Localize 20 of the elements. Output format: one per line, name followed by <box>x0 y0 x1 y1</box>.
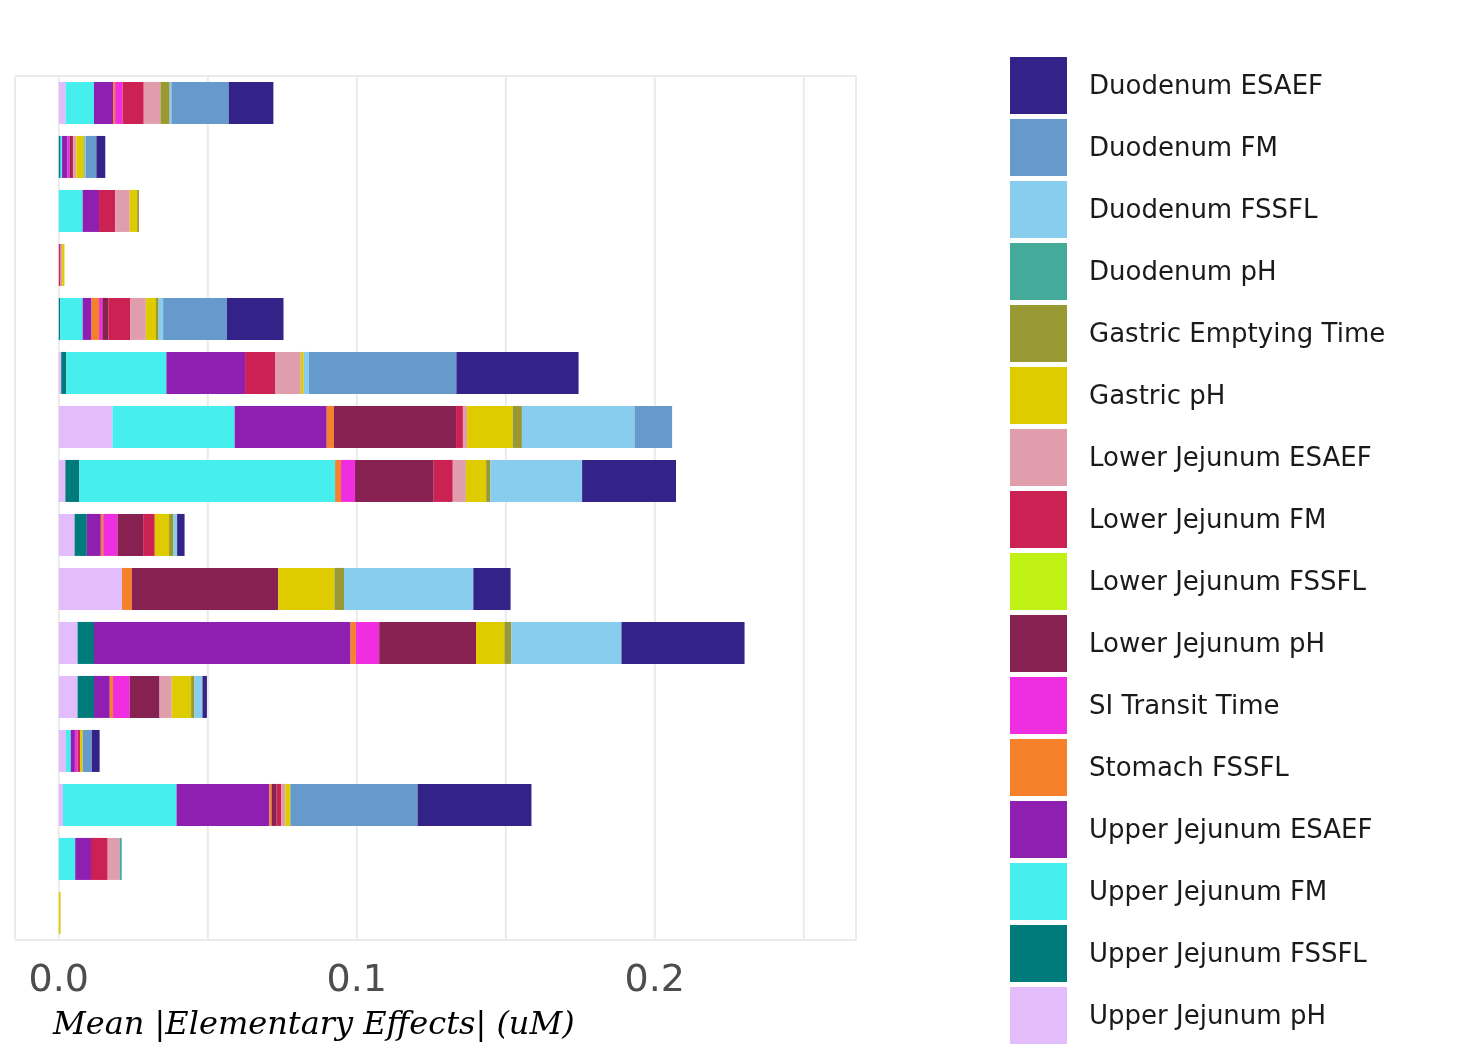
legend-label: Upper Jejunum FSSFL <box>1089 938 1367 968</box>
legend-label: Upper Jejunum pH <box>1089 1000 1326 1030</box>
x-tick-label: 0.1 <box>326 955 388 1000</box>
legend-label: Gastric pH <box>1089 380 1226 410</box>
legend-label: Upper Jejunum FM <box>1089 876 1328 906</box>
legend-label: Duodenum FSSFL <box>1089 194 1318 224</box>
x-axis-title: Mean |Elementary Effects| (uM) <box>52 1004 575 1042</box>
legend-label: Upper Jejunum ESAEF <box>1089 814 1373 844</box>
legend-label: Lower Jejunum ESAEF <box>1089 442 1372 472</box>
legend-label: Stomach FSSFL <box>1089 752 1289 782</box>
legend-label: Duodenum pH <box>1089 256 1277 286</box>
legend-label: SI Transit Time <box>1089 690 1280 720</box>
legend-label: Gastric Emptying Time <box>1089 318 1386 348</box>
legend-label: Lower Jejunum pH <box>1089 628 1326 658</box>
legend-label: Duodenum ESAEF <box>1089 70 1324 100</box>
legend-label: Duodenum FM <box>1089 132 1278 162</box>
x-tick-label: 0.0 <box>28 955 90 1000</box>
legend-label: Lower Jejunum FM <box>1089 504 1327 534</box>
legend-label: Lower Jejunum FSSFL <box>1089 566 1367 596</box>
x-tick-label: 0.2 <box>624 955 686 1000</box>
